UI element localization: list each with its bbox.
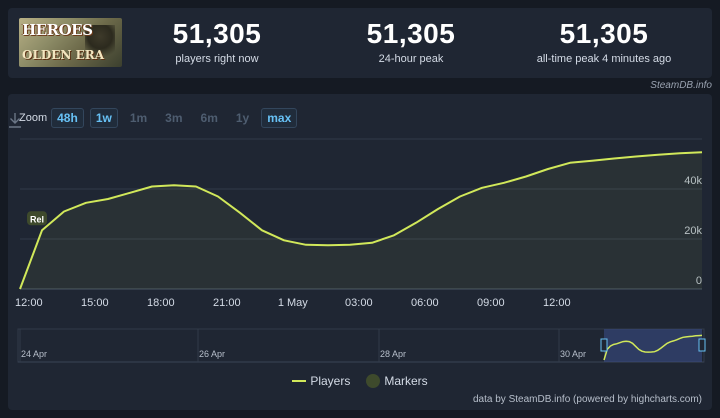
navigator-date-label: 30 Apr	[560, 349, 586, 359]
logo-line1: HEROES	[22, 21, 93, 39]
navigator-date-label: 28 Apr	[380, 349, 406, 359]
zoom-3m-button[interactable]: 3m	[165, 111, 183, 125]
x-tick-label: 09:00	[477, 297, 505, 309]
chart-legend: Players Markers	[8, 374, 712, 388]
x-tick-label: 1 May	[278, 297, 308, 309]
chart-panel: Zoom 48h 1w 1m 3m 6m 1y max 0 20k 40k 12:00…	[8, 94, 712, 410]
x-tick-label: 12:00	[15, 297, 43, 309]
zoom-1y-button[interactable]: 1y	[235, 111, 250, 125]
stat-value: 51,305	[559, 18, 649, 49]
navigator-handle-right[interactable]	[698, 338, 706, 352]
source-link[interactable]: SteamDB.info	[650, 80, 712, 91]
stat-label: players right now	[175, 53, 259, 65]
stat-value: 51,305	[366, 18, 456, 49]
legend-dot-swatch	[366, 374, 381, 388]
logo-line2: OLDEN ERA	[22, 48, 105, 62]
legend-players[interactable]: Players	[292, 374, 350, 388]
zoom-label: Zoom	[19, 112, 48, 124]
series-area-players	[20, 152, 702, 289]
stat-label: all-time peak 4 minutes ago	[536, 53, 672, 65]
marker-label: Rel	[30, 214, 44, 224]
navigator-series-line	[603, 334, 703, 361]
series-line-players[interactable]	[19, 151, 703, 290]
navigator-date-label: 26 Apr	[199, 349, 225, 359]
y-tick-label: 40k	[684, 175, 702, 187]
x-tick-label: 06:00	[411, 297, 439, 309]
x-tick-label: 21:00	[213, 297, 241, 309]
zoom-controls: Zoom 48h 1w 1m 3m 6m 1y max	[19, 107, 303, 129]
x-tick-label: 15:00	[81, 297, 109, 309]
stats-header: HEROES OLDEN ERA 51,305 players right no…	[8, 8, 712, 78]
download-icon[interactable]	[8, 112, 22, 128]
zoom-48h-button[interactable]: 48h	[51, 108, 84, 128]
zoom-1m-button[interactable]: 1m	[129, 111, 148, 125]
navigator-date-label: 24 Apr	[21, 349, 47, 359]
zoom-1w-button[interactable]: 1w	[89, 108, 118, 128]
zoom-6m-button[interactable]: 6m	[200, 111, 218, 125]
stat-24h-peak: 51,305 24-hour peak	[321, 18, 501, 65]
legend-line-swatch	[292, 380, 307, 382]
x-tick-label: 12:00	[543, 297, 571, 309]
zoom-max-button[interactable]: max	[261, 108, 298, 128]
game-logo[interactable]: HEROES OLDEN ERA	[19, 18, 122, 67]
x-tick-label: 03:00	[345, 297, 373, 309]
legend-label: Players	[310, 374, 351, 388]
chart-area[interactable]: 0 20k 40k 12:00 15:00 18:00 21:00 1 May 03:00 06:…	[8, 94, 712, 410]
stat-value: 51,305	[172, 18, 262, 49]
navigator-handle-left[interactable]	[600, 338, 608, 352]
x-tick-label: 18:00	[147, 297, 175, 309]
legend-label: Markers	[384, 374, 428, 388]
chart-credits[interactable]: data by SteamDB.info (powered by highcha…	[473, 394, 702, 405]
navigator-selection[interactable]	[604, 329, 702, 362]
stat-label: 24-hour peak	[378, 53, 444, 65]
y-tick-label: 0	[696, 275, 702, 287]
y-tick-label: 20k	[684, 225, 702, 237]
stat-all-time-peak: 51,305 all-time peak 4 minutes ago	[514, 18, 694, 65]
legend-markers[interactable]: Markers	[366, 374, 428, 388]
logo-illustration	[85, 25, 115, 63]
marker-badge[interactable]	[27, 211, 47, 226]
stat-players-now: 51,305 players right now	[127, 18, 307, 65]
